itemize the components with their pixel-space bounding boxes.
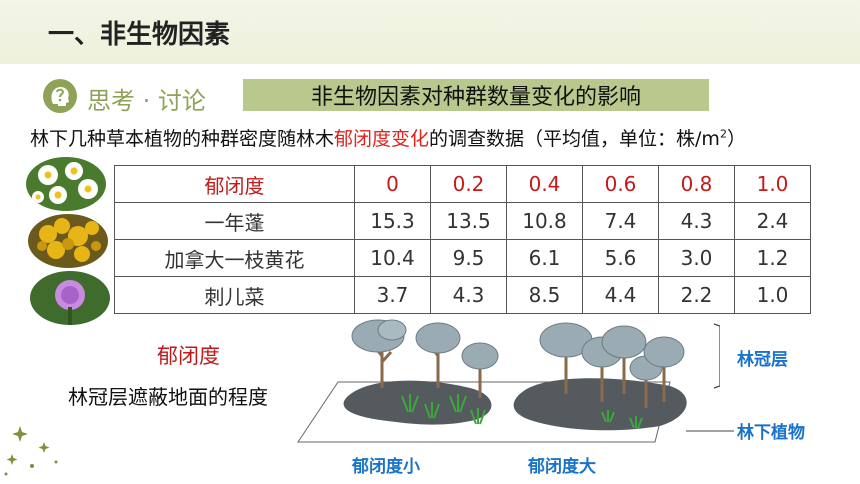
tree bbox=[539, 322, 593, 394]
think-head-icon bbox=[42, 78, 78, 114]
table-cell: 2.2 bbox=[658, 276, 735, 314]
understory-label: 林下植物 bbox=[737, 423, 805, 443]
tree bbox=[351, 319, 407, 388]
topic-box: 非生物因素对种群数量变化的影响 bbox=[243, 79, 709, 111]
table-cell: 13.5 bbox=[430, 202, 507, 240]
table-header-cell: 0.4 bbox=[506, 165, 583, 203]
table-cell: 10.4 bbox=[354, 239, 431, 277]
section-title: 一、非生物因素 bbox=[48, 20, 231, 50]
table-cell: 1.2 bbox=[734, 239, 811, 277]
table-cell: 8.5 bbox=[506, 276, 583, 314]
table-cell: 刺儿菜 bbox=[114, 276, 355, 314]
table-header-cell: 郁闭度 bbox=[114, 165, 355, 203]
description-close: ） bbox=[726, 128, 746, 150]
shadow-patch bbox=[513, 378, 687, 431]
table-cell: 4.4 bbox=[582, 276, 659, 314]
low-canopy-label: 郁闭度小 bbox=[352, 457, 420, 477]
table-cell: 10.8 bbox=[506, 202, 583, 240]
thistle-photo bbox=[30, 271, 110, 325]
shadow-patch bbox=[343, 380, 492, 425]
table-cell: 6.1 bbox=[506, 239, 583, 277]
table-cell: 加拿大一枝黄花 bbox=[114, 239, 355, 277]
tree bbox=[601, 325, 647, 394]
table-header-row: 郁闭度 0 0.2 0.4 0.6 0.8 1.0 bbox=[114, 165, 811, 203]
goldenrod-photo bbox=[28, 214, 108, 268]
canopy-bracket bbox=[713, 323, 720, 389]
table-row: 加拿大一枝黄花 10.4 9.5 6.1 5.6 3.0 1.2 bbox=[114, 239, 811, 277]
table-header-cell: 0 bbox=[354, 165, 431, 203]
title-band bbox=[0, 0, 860, 64]
canopy-diagram bbox=[297, 319, 720, 443]
table-cell: 5.6 bbox=[582, 239, 659, 277]
table-cell: 15.3 bbox=[354, 202, 431, 240]
tree bbox=[461, 342, 499, 398]
topic-text: 非生物因素对种群数量变化的影响 bbox=[310, 85, 641, 110]
canopy-layer-label: 林冠层 bbox=[737, 350, 788, 370]
description-before: 林下几种草本植物的种群密度随林木 bbox=[30, 128, 335, 150]
description-highlight: 郁闭度变化 bbox=[334, 128, 430, 150]
density-table: 郁闭度 0 0.2 0.4 0.6 0.8 1.0 一年蓬 15.3 13.5 … bbox=[114, 165, 811, 314]
term-definition: 林冠层遮蔽地面的程度 bbox=[68, 385, 268, 409]
table-cell: 9.5 bbox=[430, 239, 507, 277]
table-cell: 7.4 bbox=[582, 202, 659, 240]
tree bbox=[415, 322, 461, 388]
tree-group-dense bbox=[539, 322, 685, 408]
table-row: 一年蓬 15.3 13.5 10.8 7.4 4.3 2.4 bbox=[114, 202, 811, 240]
term-label: 郁闭度 bbox=[157, 344, 220, 368]
high-canopy-label: 郁闭度大 bbox=[528, 457, 596, 477]
description-superscript: 2 bbox=[719, 127, 727, 141]
fleabane-photo bbox=[26, 157, 106, 211]
think-discuss-label: 思考 · 讨论 bbox=[87, 87, 206, 115]
grass-tufts bbox=[401, 394, 643, 429]
table-header-cell: 0.6 bbox=[582, 165, 659, 203]
table-cell: 3.0 bbox=[658, 239, 735, 277]
tree bbox=[643, 336, 685, 402]
table-cell: 一年蓬 bbox=[114, 202, 355, 240]
description-after: 的调查数据（平均值，单位：株/m bbox=[429, 128, 720, 150]
table-row: 刺儿菜 3.7 4.3 8.5 4.4 2.2 1.0 bbox=[114, 276, 811, 314]
table-cell: 3.7 bbox=[354, 276, 431, 314]
table-cell: 1.0 bbox=[734, 276, 811, 314]
tree-group-sparse bbox=[351, 319, 499, 398]
decorative-sparkles bbox=[4, 426, 58, 476]
table-cell: 4.3 bbox=[658, 202, 735, 240]
table-header-cell: 1.0 bbox=[734, 165, 811, 203]
table-cell: 4.3 bbox=[430, 276, 507, 314]
table-cell: 2.4 bbox=[734, 202, 811, 240]
description-line: 林下几种草本植物的种群密度随林木郁闭度变化的调查数据（平均值，单位：株/m2） bbox=[30, 124, 746, 151]
table-header-cell: 0.8 bbox=[658, 165, 735, 203]
table-header-cell: 0.2 bbox=[430, 165, 507, 203]
understory-pointer bbox=[686, 430, 734, 432]
